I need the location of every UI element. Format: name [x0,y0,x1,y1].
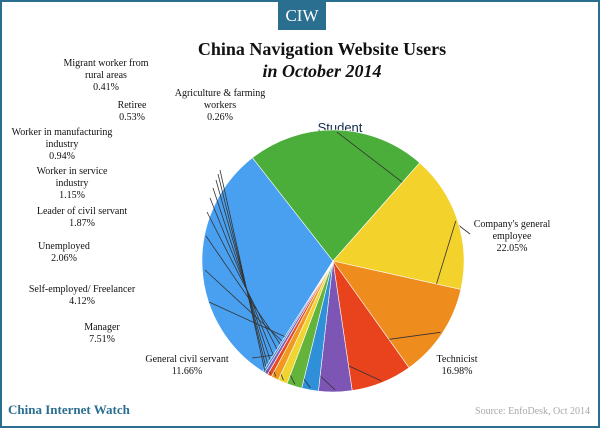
slice-label-value: 22.05% [497,243,528,254]
slice-label-value: 1.15% [59,190,85,201]
pie-slice [332,260,462,369]
slice-label-name: workers [204,100,236,111]
slice-label: Agriculture & farming workers 0.26% [175,88,266,123]
slice-label-name: Leader of civil servant [37,206,127,217]
slice-label: Manager 7.51% [84,322,120,345]
slice-label-name: Company's general [474,219,551,230]
slice-label: Unemployed 2.06% [38,241,90,264]
slice-label-value: 16.98% [442,366,473,377]
slice-label-name: rural areas [85,70,127,81]
slice-label-name: Worker in manufacturing [12,127,113,138]
slice-label-value: 0.53% [119,112,145,123]
slice-label-value: 0.26% [207,112,233,123]
slice-label-name: industry [56,178,89,189]
slice-label: Self-employed/ Freelancer 4.12% [29,284,136,307]
chart-title-block: China Navigation Website Users in Octobe… [122,38,522,82]
slice-label-name: Migrant worker from [64,58,149,69]
slice-label: Company's general employee 22.05% [474,219,551,254]
slice-label-name: General civil servant [145,354,229,365]
brand-badge: CIW [278,2,326,30]
slice-label-name: Retiree [118,100,147,111]
slice-label-name: Technicist [437,354,478,365]
slice-label-value: 11.66% [172,366,202,377]
leader-line [219,169,266,371]
pie-slice [262,260,334,374]
slice-label-name: Unemployed [38,241,90,252]
leader-line [217,173,268,372]
slice-label: Retiree 0.53% [118,100,147,123]
slice-label-name: Self-employed/ Freelancer [29,284,136,295]
slice-label: Technicist 16.98% [437,354,478,377]
slice-label-value: 7.51% [89,334,115,345]
slice-label: General civil servant 11.66% [145,354,229,377]
slice-label: Worker in service industry 1.15% [37,166,108,201]
slice-label: Worker in manufacturing industry 0.94% [12,127,113,162]
slice-label: Migrant worker from rural areas 0.41% [64,58,149,93]
slice-label-value: 2.06% [51,253,77,264]
slice-label-value: 0.41% [93,82,119,93]
footer-source: Source: EnfoDesk, Oct 2014 [475,406,590,417]
slice-label-value: 0.94% [49,151,75,162]
slice-label-name: Manager [84,322,120,333]
slice-label-name: Agriculture & farming [175,88,266,99]
chart-title: China Navigation Website Users [197,39,447,59]
slice-label-value: 1.87% [69,218,95,229]
pie-slice [252,129,421,262]
footer-brand: China Internet Watch [8,402,130,417]
chart-subtitle: in October 2014 [262,61,382,81]
pie-slice [201,157,334,373]
slice-label-name: employee [493,231,532,242]
slice-label-name: Worker in service [37,166,108,177]
pie-slice [332,162,465,290]
slice-label-name: industry [46,139,79,150]
slice-label-value: 4.12% [69,296,95,307]
slice-label: Leader of civil servant 1.87% [37,206,127,229]
